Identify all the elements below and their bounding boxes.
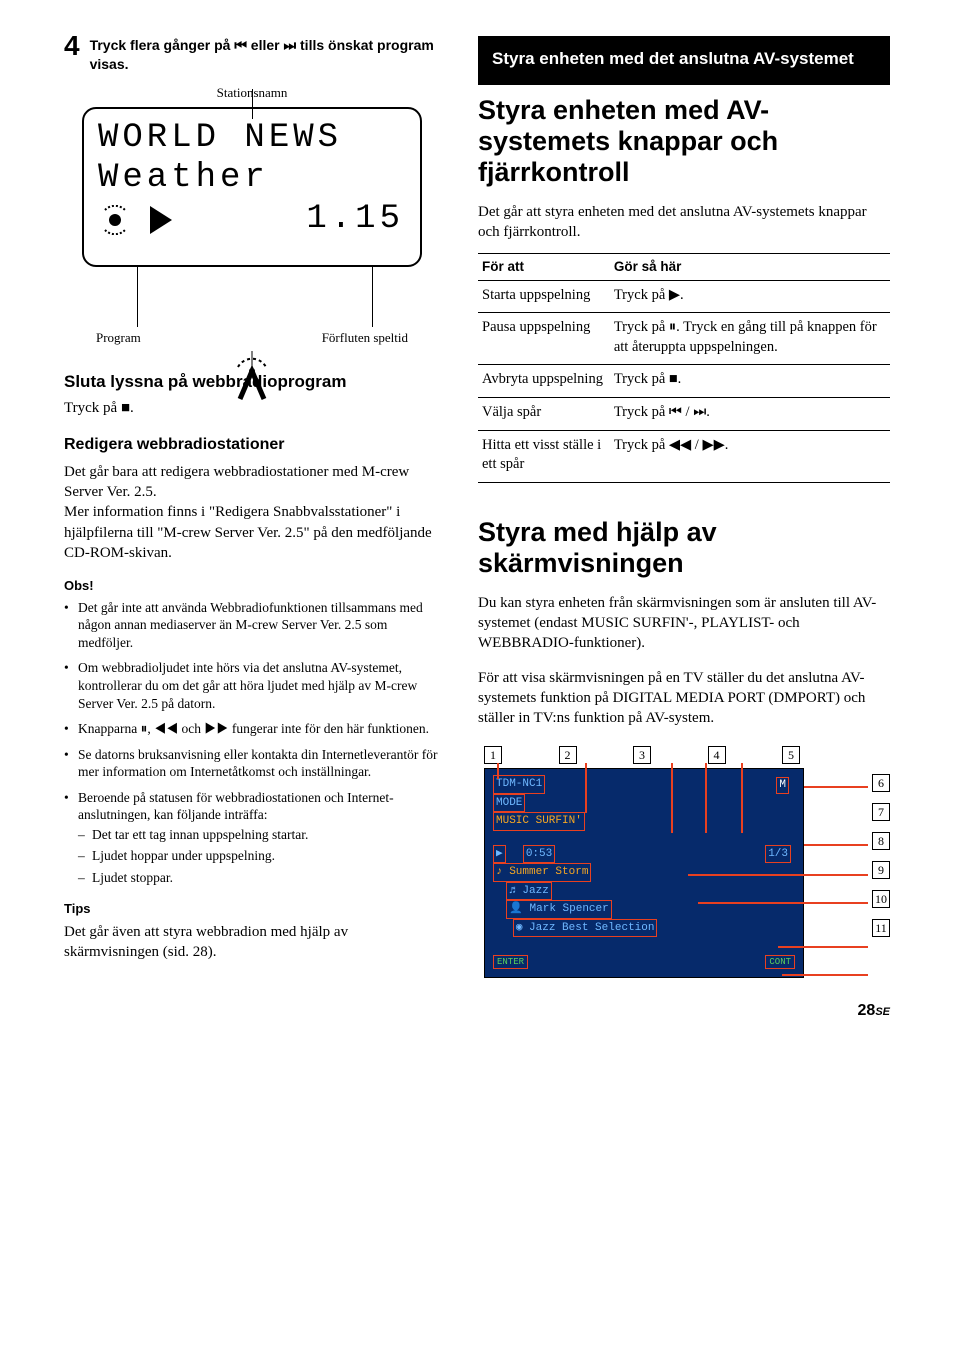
- table-row: Pausa uppspelningTryck på ⏸. Tryck en gå…: [478, 313, 890, 365]
- list-item: Se datorns bruksanvisning eller kontakta…: [64, 746, 440, 781]
- callout-box: 9: [872, 861, 890, 879]
- operations-table: För att Gör så här Starta uppspelningTry…: [478, 253, 890, 483]
- m-crew-icon: M: [776, 777, 789, 794]
- notes-list: Det går inte att använda Webbradiofunkti…: [64, 599, 440, 887]
- callout-box: 1: [484, 746, 502, 764]
- edit-stations-text: Det går bara att redigera webbradiostati…: [64, 462, 440, 563]
- tips-text: Det går även att styra webbradion med hj…: [64, 922, 440, 963]
- cont-badge: CONT: [765, 955, 795, 969]
- callout-box: 11: [872, 919, 890, 937]
- enter-badge: ENTER: [493, 955, 528, 969]
- tips-heading: Tips: [64, 900, 440, 918]
- callout-box: 7: [872, 803, 890, 821]
- list-item: Ljudet stoppar.: [78, 869, 440, 887]
- table-row: Starta uppspelningTryck på ▶.: [478, 280, 890, 313]
- tv-screen: M TDM-NC1 MODE MUSIC SURFIN' ▶ 0:53 1/3 …: [484, 768, 804, 978]
- section-bar: Styra enheten med det anslutna AV-system…: [478, 36, 890, 85]
- step-number: 4: [64, 32, 80, 74]
- callout-box: 2: [559, 746, 577, 764]
- edit-stations-heading: Redigera webbradiostationer: [64, 434, 440, 456]
- lcd-line-2: Weather: [84, 161, 420, 195]
- note-heading: Obs!: [64, 577, 440, 595]
- elapsed-label: Förfluten speltid: [322, 329, 408, 347]
- callout-box: 6: [872, 774, 890, 792]
- table-row: Hitta ett visst ställe i ett spårTryck p…: [478, 430, 890, 482]
- callout-box: 5: [782, 746, 800, 764]
- section-h1: Styra enheten med AV-systemets knappar o…: [478, 95, 890, 188]
- page-number: 28SE: [64, 1000, 890, 1022]
- radio-icon: [100, 205, 130, 235]
- table-row: Välja spårTryck på ⏮ / ⏭.: [478, 398, 890, 431]
- list-item: Det går inte att använda Webbradiofunkti…: [64, 599, 440, 652]
- screen-control-p2: För att visa skärmvisningen på en TV stä…: [478, 668, 890, 729]
- lcd-figure: WORLD NEWS Weather 1.15: [82, 107, 422, 347]
- prev-track-icon: ⏮: [234, 37, 247, 53]
- section-intro: Det går att styra enheten med det anslut…: [478, 202, 890, 243]
- screen-control-p1: Du kan styra enheten från skärmvisningen…: [478, 593, 890, 654]
- antenna-icon: [232, 351, 272, 405]
- lcd-line-1: WORLD NEWS: [84, 121, 420, 155]
- list-item: Ljudet hoppar under uppspelning.: [78, 847, 440, 865]
- lcd-elapsed-time: 1.15: [306, 197, 404, 243]
- callout-box: 3: [633, 746, 651, 764]
- table-header: Gör så här: [610, 253, 890, 280]
- tv-figure: 1 2 3 4 5 M TDM-NC1 MODE MUSIC SURFIN' ▶…: [478, 746, 890, 978]
- list-item: Om webbradioljudet inte hörs via det ans…: [64, 659, 440, 712]
- table-header: För att: [478, 253, 610, 280]
- step-text: Tryck flera gånger på ⏮ eller ⏭ tills ön…: [90, 36, 440, 74]
- table-row: Avbryta uppspelningTryck på ■.: [478, 365, 890, 398]
- callout-box: 10: [872, 890, 890, 908]
- next-track-icon: ⏭: [284, 37, 297, 53]
- list-item: Det tar ett tag innan uppspelning starta…: [78, 826, 440, 844]
- play-icon: [150, 206, 172, 234]
- callout-box: 4: [708, 746, 726, 764]
- list-item: Knapparna ⏸, ◀◀ och ▶▶ fungerar inte för…: [64, 720, 440, 738]
- screen-control-h1: Styra med hjälp av skärmvisningen: [478, 517, 890, 579]
- program-label: Program: [96, 329, 141, 347]
- callout-box: 8: [872, 832, 890, 850]
- list-item: Beroende på statusen för webbradiostatio…: [64, 789, 440, 887]
